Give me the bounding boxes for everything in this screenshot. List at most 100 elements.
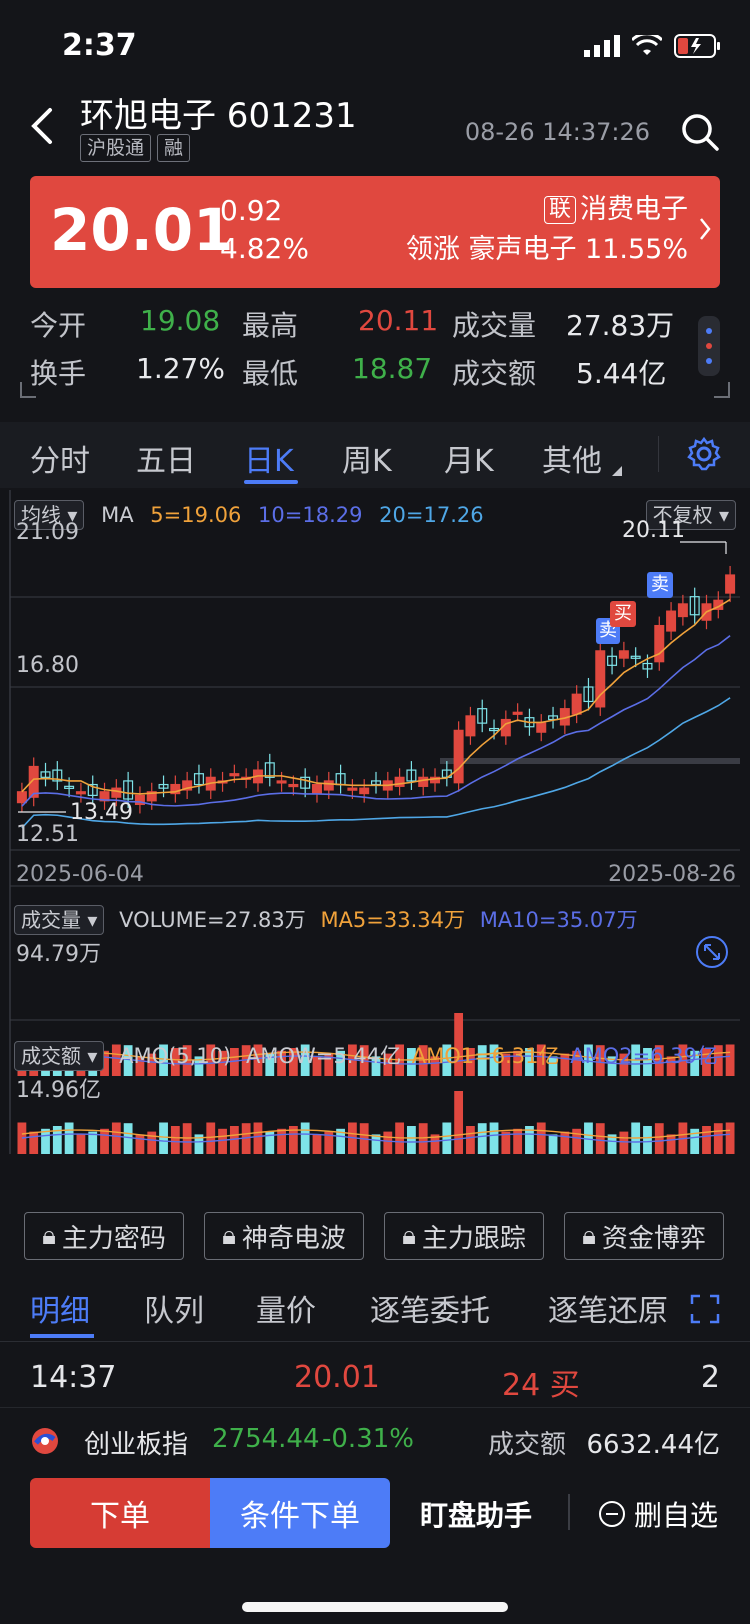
amount-ma1-line (21, 1129, 731, 1139)
volume-bar (477, 1045, 487, 1076)
amount-select[interactable]: 成交额 ▾ (14, 1041, 105, 1071)
detail-tab-indicator (30, 1334, 94, 1338)
volume-bar (300, 1044, 310, 1076)
ma20-value: 20=17.26 (379, 503, 484, 527)
buy-marker: 买 (610, 601, 636, 627)
volume-bar (336, 1050, 345, 1076)
ma-legend: 均线 ▾ MA 5=19.06 10=18.29 20=17.26 (14, 500, 484, 530)
tab-tick-replay[interactable]: 逐笔还原 (548, 1294, 668, 1329)
volume-bar (206, 1044, 216, 1076)
kline-candle (595, 650, 606, 708)
open-value: 19.08 (140, 304, 221, 337)
kline-candle (123, 780, 134, 800)
tab-other[interactable]: 其他 (542, 444, 602, 479)
tab-details[interactable]: 明细 (30, 1294, 90, 1329)
volume-bar (324, 1053, 334, 1076)
kline-candle (40, 771, 51, 778)
main-force-code-button[interactable]: 🔒︎ 主力密码 (24, 1212, 184, 1260)
kline-candle (536, 722, 547, 733)
volume-bar (501, 1053, 511, 1076)
open-label: 今开 (30, 309, 87, 342)
volume-current: VOLUME=27.83万 (119, 908, 306, 932)
amount-bar (265, 1131, 275, 1154)
sell-marker-2: 卖 (647, 572, 673, 598)
volume-label: 成交量 (452, 309, 537, 342)
amount-bar (218, 1128, 227, 1154)
amount-bar (41, 1128, 50, 1154)
volume-bar (442, 1044, 452, 1076)
search-icon[interactable] (680, 112, 720, 152)
tab-order-by-order[interactable]: 逐笔委托 (370, 1294, 490, 1329)
amount-bar (229, 1126, 239, 1154)
kline-candle (193, 773, 204, 786)
volume-ma5-line (21, 1051, 731, 1061)
kline-candle (489, 727, 500, 732)
amount-bar (52, 1126, 62, 1154)
index-ticker[interactable]: 创业板指 2754.44 -0.31% 成交额 6632.44亿 (0, 1412, 750, 1472)
lock-icon: 🔒︎ (222, 1220, 236, 1251)
kline-candle (725, 574, 736, 594)
lock-icon: 🔒︎ (402, 1220, 416, 1251)
tab-queue[interactable]: 队列 (144, 1294, 204, 1329)
kline-candle (607, 655, 618, 666)
chevron-right-icon[interactable] (698, 216, 712, 242)
kline-chart-area[interactable]: 均线 ▾ MA 5=19.06 10=18.29 20=17.26 不复权 ▾ … (0, 490, 750, 1190)
amount-bar (619, 1131, 629, 1154)
kline-chart-svg[interactable] (0, 490, 750, 1190)
amount-bar (513, 1128, 523, 1154)
corner-right-icon (714, 382, 730, 398)
amount-bar (206, 1122, 216, 1154)
kline-candle (359, 787, 370, 795)
tab-intraday[interactable]: 分时 (30, 444, 90, 479)
corner-left-icon (20, 382, 36, 398)
expand-chart-icon[interactable] (694, 934, 730, 970)
amount-bar (277, 1128, 286, 1154)
magic-wave-button[interactable]: 🔒︎ 神奇电波 (204, 1212, 364, 1260)
volume-bar (218, 1050, 227, 1076)
kline-candle (52, 769, 63, 782)
back-icon[interactable] (28, 106, 58, 146)
last-price: 20.01 (50, 196, 234, 264)
tab-monthly-k[interactable]: 月K (444, 444, 494, 479)
sector-leader: 领涨 豪声电子 11.55% (405, 234, 688, 265)
price-axis-bottom: 12.51 (16, 822, 79, 847)
battery-icon (674, 34, 720, 58)
remove-watchlist-button[interactable]: 删自选 (598, 1494, 718, 1534)
fullscreen-icon[interactable] (690, 1294, 720, 1324)
adjust-select[interactable]: 不复权 ▾ (645, 500, 736, 530)
volume-select[interactable]: 成交量 ▾ (14, 905, 105, 935)
tab-five-day[interactable]: 五日 (136, 444, 196, 479)
conditional-order-button[interactable]: 条件下单 (210, 1478, 390, 1548)
kline-candle (583, 686, 594, 703)
capital-game-button[interactable]: 🔒︎ 资金博弈 (564, 1212, 724, 1260)
price-banner[interactable]: 20.01 0.92 4.82% 联消费电子 领涨 豪声电子 11.55% (30, 176, 720, 288)
more-icon[interactable] (698, 316, 720, 376)
remove-watchlist-label: 删自选 (634, 1499, 719, 1532)
kline-candle (28, 765, 39, 798)
kline-candle (75, 791, 86, 795)
indicator-select[interactable]: 均线 ▾ (14, 500, 85, 530)
volume-bar (607, 1056, 617, 1076)
amount-bar (29, 1131, 39, 1154)
amount-bar (371, 1134, 381, 1154)
main-force-track-button[interactable]: 🔒︎ 主力跟踪 (384, 1212, 544, 1260)
amount-label: 成交额 (452, 357, 537, 390)
monitor-assistant-button[interactable]: 盯盘助手 (420, 1499, 533, 1532)
tab-volume-price[interactable]: 量价 (256, 1294, 316, 1329)
amo2-value: AMO2=6.39亿 (570, 1044, 718, 1068)
amount-bar (76, 1134, 86, 1154)
place-order-button[interactable]: 下单 (30, 1478, 210, 1548)
sector-info[interactable]: 联消费电子 领涨 豪声电子 11.55% (406, 190, 688, 270)
tab-weekly-k[interactable]: 周K (342, 444, 392, 479)
volume-bar (111, 1044, 121, 1076)
kline-candle (158, 783, 169, 789)
quote-datetime: 08-26 14:37:26 (464, 118, 650, 146)
settings-gear-icon[interactable] (686, 436, 722, 472)
exchange-logo-icon (32, 1428, 58, 1454)
current-price-band (440, 758, 740, 764)
amount-bar (666, 1134, 676, 1154)
trade-qty: 24 买 (502, 1368, 580, 1403)
volume-bar (713, 1045, 723, 1076)
tab-daily-k[interactable]: 日K (244, 444, 294, 479)
amount-bar (466, 1126, 475, 1154)
